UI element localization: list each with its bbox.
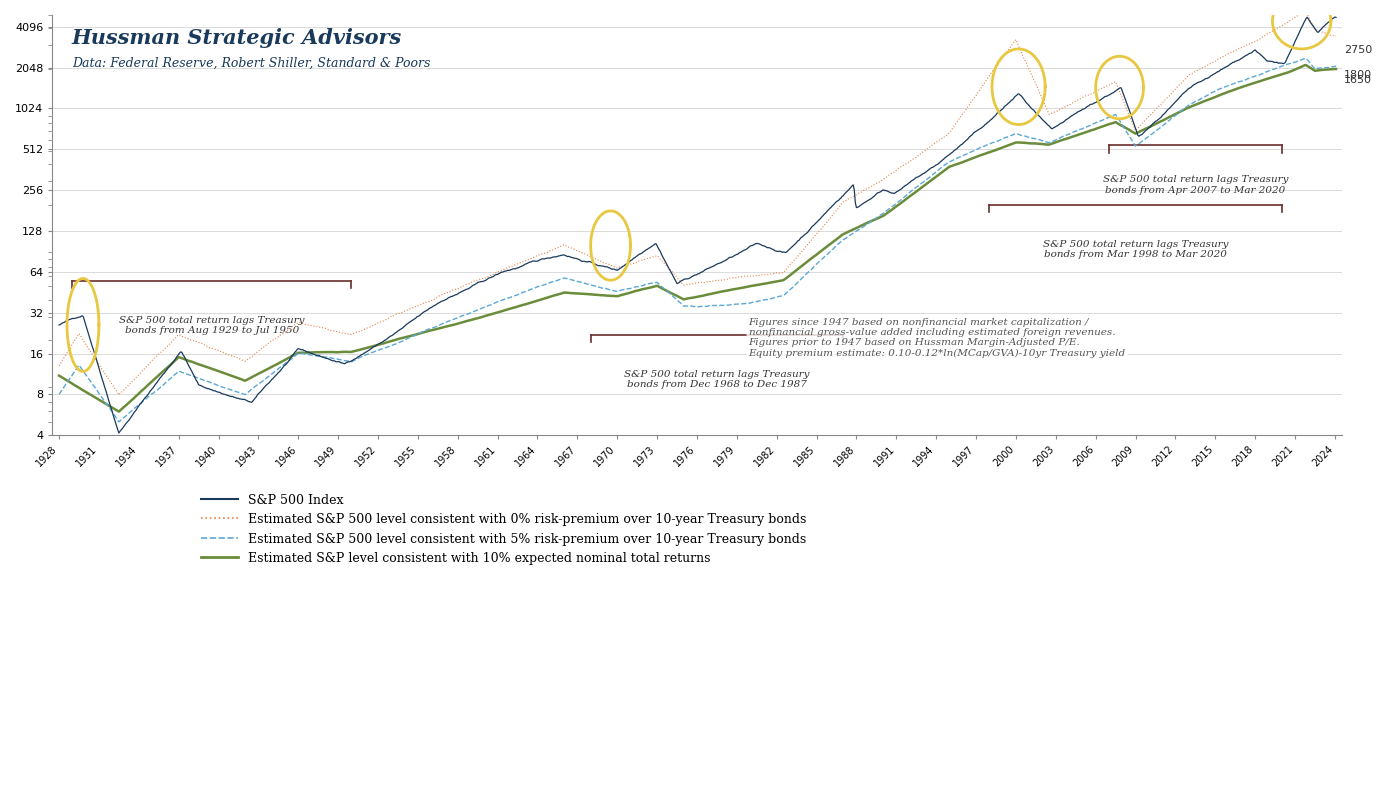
Text: S&P 500 total return lags Treasury
bonds from Apr 2007 to Mar 2020: S&P 500 total return lags Treasury bonds… [1103, 175, 1289, 195]
Text: S&P 500 total return lags Treasury
bonds from Aug 1929 to Jul 1950: S&P 500 total return lags Treasury bonds… [119, 316, 305, 335]
Text: S&P 500 total return lags Treasury
bonds from Dec 1968 to Dec 1987: S&P 500 total return lags Treasury bonds… [624, 370, 810, 389]
Legend: S&P 500 Index, Estimated S&P 500 level consistent with 0% risk-premium over 10-y: S&P 500 Index, Estimated S&P 500 level c… [196, 489, 811, 570]
Text: 1800: 1800 [1344, 70, 1372, 80]
Text: Data: Federal Reserve, Robert Shiller, Standard & Poors: Data: Federal Reserve, Robert Shiller, S… [72, 57, 430, 70]
Text: S&P 500 total return lags Treasury
bonds from Mar 1998 to Mar 2020: S&P 500 total return lags Treasury bonds… [1043, 240, 1229, 259]
Text: 2750: 2750 [1344, 46, 1373, 55]
Text: Hussman Strategic Advisors: Hussman Strategic Advisors [72, 27, 402, 48]
Text: 1650: 1650 [1344, 75, 1372, 86]
Text: Figures since 1947 based on nonfinancial market capitalization /
nonfinancial gr: Figures since 1947 based on nonfinancial… [749, 318, 1126, 358]
